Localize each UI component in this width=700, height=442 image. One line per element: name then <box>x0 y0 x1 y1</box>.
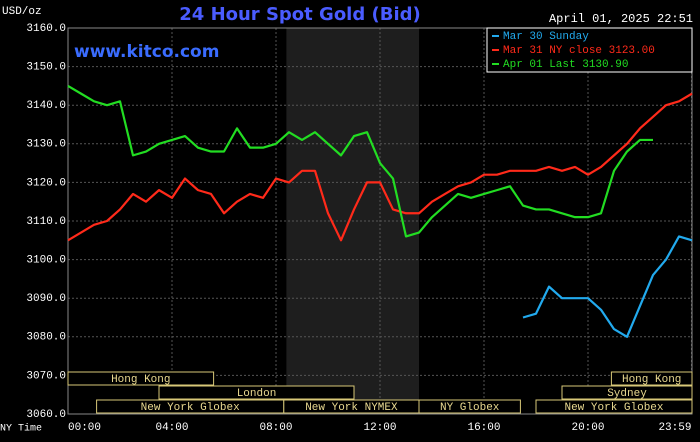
y-tick-label: 3060.0 <box>26 409 66 421</box>
session-box <box>158 385 355 400</box>
legend-box <box>486 27 693 73</box>
session-box <box>67 371 215 386</box>
legend-label: Mar 30 Sunday <box>503 31 589 43</box>
timestamp: April 01, 2025 22:51 <box>549 12 693 26</box>
legend-label: Apr 01 Last 3130.90 <box>503 59 628 71</box>
session-box <box>535 399 693 414</box>
x-tick-label: 04:00 <box>155 422 188 434</box>
x-tick-label: 08:00 <box>259 422 292 434</box>
session-label: Sydney <box>607 388 647 400</box>
y-tick-label: 3110.0 <box>26 216 66 228</box>
session-label: New York Globex <box>141 402 240 414</box>
chart-title: 24 Hour Spot Gold (Bid) <box>179 4 420 25</box>
y-tick-label: 3070.0 <box>26 370 66 382</box>
y-tick-label: 3080.0 <box>26 332 66 344</box>
y-tick-label: 3130.0 <box>26 139 66 151</box>
session-label: NY Globex <box>440 402 500 414</box>
x-tick-label: 23:59 <box>658 422 691 434</box>
legend-label: Mar 31 NY close 3123.00 <box>503 45 655 57</box>
watermark: www.kitco.com <box>74 42 219 62</box>
session-box <box>561 385 693 400</box>
y-tick-label: 3160.0 <box>26 23 66 35</box>
y-tick-label: 3150.0 <box>26 62 66 74</box>
y-tick-label: 3120.0 <box>26 177 66 189</box>
line <box>522 235 693 338</box>
session-label: New York Globex <box>564 402 663 414</box>
x-tick-label: 20:00 <box>571 422 604 434</box>
x-axis-label: NY Time <box>0 423 42 435</box>
x-tick-label: 12:00 <box>363 422 396 434</box>
y-tick-label: 3140.0 <box>26 100 66 112</box>
session-label: Hong Kong <box>622 374 681 386</box>
line <box>67 84 653 238</box>
session-box <box>610 371 693 386</box>
session-label: London <box>237 388 277 400</box>
session-box <box>418 399 521 414</box>
session-label: New York NYMEX <box>305 402 398 414</box>
session-label: Hong Kong <box>111 374 170 386</box>
line <box>67 92 693 242</box>
x-tick-label: 16:00 <box>467 422 500 434</box>
plot-frame <box>67 27 693 415</box>
y-axis-label: USD/oz <box>2 6 42 18</box>
x-tick-label: 00:00 <box>68 422 101 434</box>
y-tick-label: 3090.0 <box>26 293 66 305</box>
y-tick-label: 3100.0 <box>26 255 66 267</box>
